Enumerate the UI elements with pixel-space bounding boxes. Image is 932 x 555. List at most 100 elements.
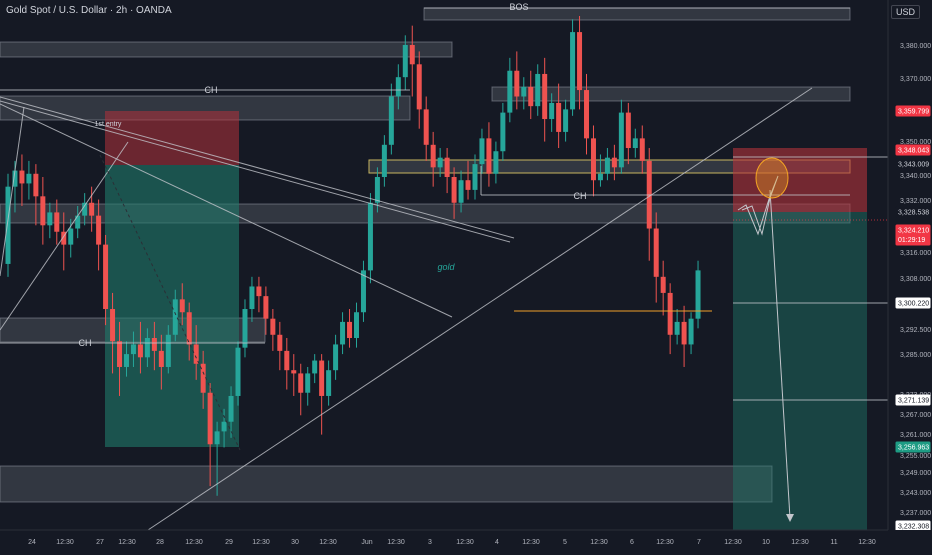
x-tick-label: 10 bbox=[762, 539, 770, 546]
candle-body bbox=[695, 270, 701, 319]
candle-body bbox=[632, 138, 638, 149]
price-tag-label: 3,343.009 bbox=[898, 162, 929, 169]
x-tick-label: 30 bbox=[291, 539, 299, 546]
y-tick-label: 3,332.000 bbox=[900, 198, 931, 205]
candle-body bbox=[12, 170, 18, 187]
candle-body bbox=[214, 431, 220, 445]
x-tick-label: Jun bbox=[361, 539, 372, 546]
candle-body bbox=[221, 421, 227, 432]
candle-body bbox=[570, 32, 576, 110]
candle-body bbox=[639, 138, 645, 161]
candle-body bbox=[465, 180, 471, 190]
price-tag bbox=[895, 394, 931, 406]
price-tag bbox=[895, 297, 931, 309]
candle-body bbox=[437, 157, 443, 168]
first-entry-label: 1st entry bbox=[95, 121, 122, 128]
candle-body bbox=[165, 334, 171, 367]
candle-body bbox=[117, 341, 123, 367]
candle-body bbox=[144, 338, 150, 358]
candle-body bbox=[96, 215, 102, 245]
x-tick-label: 27 bbox=[96, 539, 104, 546]
price-tag bbox=[895, 441, 931, 453]
candle-body bbox=[660, 276, 666, 293]
symbol-header: Gold Spot / U.S. Dollar · 2h · OANDA bbox=[6, 5, 172, 16]
candle-body bbox=[500, 112, 506, 152]
candle-body bbox=[577, 32, 583, 91]
candle-body bbox=[430, 144, 436, 168]
candle-body bbox=[68, 228, 74, 245]
candle-body bbox=[326, 370, 332, 396]
candle-body bbox=[360, 270, 366, 313]
projection-dashed bbox=[99, 154, 241, 451]
candle-body bbox=[291, 370, 297, 374]
candle-body bbox=[340, 321, 346, 345]
trendline-5 bbox=[144, 87, 813, 533]
x-tick-label: 12:30 bbox=[858, 539, 876, 546]
candle-body bbox=[674, 321, 680, 335]
candle-body bbox=[611, 157, 617, 168]
candle-body bbox=[486, 138, 492, 174]
y-tick-label: 3,292.500 bbox=[900, 327, 931, 334]
candle-body bbox=[653, 228, 659, 277]
candle-body bbox=[228, 395, 234, 422]
candle-body bbox=[284, 350, 290, 371]
price-tag-countdown: 01:29:19 bbox=[898, 237, 925, 244]
trendline-1 bbox=[0, 96, 515, 239]
x-tick-label: 3 bbox=[428, 539, 432, 546]
price-tag bbox=[895, 105, 931, 117]
y-tick-label: 3,285.000 bbox=[900, 352, 931, 359]
candles bbox=[5, 16, 701, 496]
candle-body bbox=[688, 318, 694, 345]
candle-body bbox=[47, 212, 53, 226]
candle-body bbox=[172, 299, 178, 335]
short-target-box-2 bbox=[733, 212, 867, 530]
x-tick-label: 28 bbox=[156, 539, 164, 546]
x-tick-label: 12:30 bbox=[724, 539, 742, 546]
target-arrow-line bbox=[769, 189, 791, 519]
candle-body bbox=[381, 144, 387, 177]
candle-body bbox=[179, 299, 185, 313]
x-tick-label: 12:30 bbox=[590, 539, 608, 546]
candle-body bbox=[535, 73, 541, 107]
trendline-6 bbox=[0, 106, 25, 277]
candle-body bbox=[367, 202, 373, 271]
candle-body bbox=[61, 231, 67, 245]
candle-body bbox=[75, 215, 81, 229]
x-tick-label: 12:30 bbox=[118, 539, 136, 546]
candle-body bbox=[374, 177, 380, 203]
candle-body bbox=[493, 151, 499, 174]
candle-body bbox=[158, 350, 164, 367]
x-tick-label: 12:30 bbox=[522, 539, 540, 546]
target-arrow-head bbox=[786, 514, 794, 522]
candle-body bbox=[130, 344, 136, 355]
price-tag-label: 3,300.220 bbox=[898, 301, 929, 308]
currency-badge[interactable]: USD bbox=[890, 5, 920, 19]
candle-body bbox=[123, 354, 129, 367]
x-tick-label: 12:30 bbox=[656, 539, 674, 546]
price-axis-bg bbox=[888, 0, 932, 550]
drawing-lines: BOS CH CH CH 1st entry gold bbox=[0, 2, 888, 533]
candle-body bbox=[667, 292, 673, 335]
candle-body bbox=[556, 102, 562, 132]
candle-body bbox=[54, 212, 60, 232]
time-axis-bg bbox=[0, 530, 932, 550]
candle-body bbox=[472, 164, 478, 190]
price-tag bbox=[895, 224, 931, 246]
x-tick-label: 5 bbox=[563, 539, 567, 546]
candle-body bbox=[458, 180, 464, 203]
candle-body bbox=[444, 157, 450, 177]
x-tick-label: 24 bbox=[28, 539, 36, 546]
candle-body bbox=[388, 96, 394, 145]
trendline-4 bbox=[0, 141, 129, 331]
candle-body bbox=[312, 360, 318, 374]
candle-body bbox=[270, 318, 276, 335]
x-tick-label: 12:30 bbox=[56, 539, 74, 546]
candle-body bbox=[103, 244, 109, 310]
x-tick-label: 12:30 bbox=[387, 539, 405, 546]
entry-circle bbox=[755, 157, 789, 199]
price-tag-label: 3,256.963 bbox=[898, 445, 929, 452]
x-tick-label: 12:30 bbox=[252, 539, 270, 546]
